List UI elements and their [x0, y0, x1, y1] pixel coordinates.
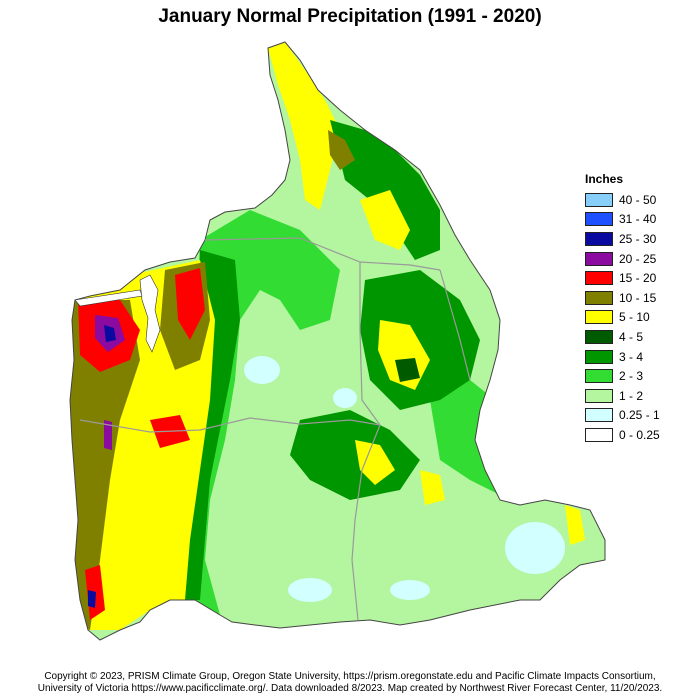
zone-dry-4 — [288, 578, 332, 602]
legend-item: 1 - 2 — [585, 386, 685, 406]
legend-swatch — [585, 271, 613, 286]
map-legend: Inches 40 - 50 31 - 40 25 - 30 20 - 25 15 - … — [585, 172, 685, 445]
legend-label: 2 - 3 — [619, 369, 644, 384]
zone-25-30-olympic — [104, 325, 116, 342]
legend-item: 5 - 10 — [585, 308, 685, 328]
legend-item: 0 - 0.25 — [585, 425, 685, 445]
zone-5-10-ne — [360, 190, 410, 250]
legend-item: 2 - 3 — [585, 366, 685, 386]
legend-item: 31 - 40 — [585, 210, 685, 230]
legend-swatch — [585, 388, 613, 403]
legend-label: 1 - 2 — [619, 388, 644, 403]
zone-5-10-north — [268, 42, 340, 210]
zone-5-10-central — [355, 440, 395, 485]
legend-label: 25 - 30 — [619, 231, 657, 246]
legend-item: 0.25 - 1 — [585, 406, 685, 426]
legend-swatch — [585, 369, 613, 384]
credit-line-2: University of Victoria https://www.pacif… — [37, 683, 663, 694]
zone-20-25-coast — [104, 420, 112, 450]
legend-label: 0 - 0.25 — [619, 427, 660, 442]
legend-item: 20 - 25 — [585, 249, 685, 269]
map-title: January Normal Precipitation (1991 - 202… — [158, 6, 542, 27]
state-boundary-wa-or — [79, 417, 381, 433]
zone-10-15-north — [328, 130, 355, 170]
state-boundary-wa-id — [359, 262, 381, 426]
zone-5-10-se — [565, 505, 585, 545]
zone-dry-1 — [244, 356, 280, 384]
legend-label: 31 - 40 — [619, 212, 657, 227]
zone-5-10-central-2 — [420, 470, 445, 505]
legend-label: 3 - 4 — [619, 349, 644, 364]
legend-label: 10 - 15 — [619, 290, 657, 305]
state-boundary-id-mt — [439, 269, 471, 381]
state-boundary-canada — [204, 237, 441, 271]
legend-swatch — [585, 408, 613, 423]
legend-item: 40 - 50 — [585, 190, 685, 210]
legend-item: 4 - 5 — [585, 327, 685, 347]
zone-3-4-north — [330, 120, 440, 260]
basin-boundary — [69, 41, 606, 641]
zone-dry-5 — [390, 580, 430, 600]
legend-rows: 40 - 50 31 - 40 25 - 30 20 - 25 15 - 20 10 - … — [585, 190, 685, 445]
zone-10-15-west — [70, 300, 140, 630]
zone-4-5-east — [395, 358, 420, 382]
legend-swatch — [585, 427, 613, 442]
legend-swatch — [585, 251, 613, 266]
legend-swatch — [585, 310, 613, 325]
legend-label: 0.25 - 1 — [619, 408, 660, 423]
zone-25-30-coast — [88, 590, 96, 608]
legend-label: 20 - 25 — [619, 251, 657, 266]
credit-line-1: Copyright © 2023, PRISM Climate Group, O… — [44, 671, 656, 682]
zone-dry-3 — [505, 522, 565, 574]
legend-label: 5 - 10 — [619, 310, 650, 325]
legend-swatch — [585, 212, 613, 227]
legend-swatch — [585, 231, 613, 246]
zone-3-4-central — [290, 410, 420, 500]
state-boundary-or-id — [351, 424, 381, 621]
legend-item: 15 - 20 — [585, 268, 685, 288]
legend-item: 3 - 4 — [585, 347, 685, 367]
zone-dry-2 — [333, 388, 357, 408]
legend-item: 25 - 30 — [585, 229, 685, 249]
legend-swatch — [585, 349, 613, 364]
precipitation-zones — [70, 42, 605, 640]
legend-swatch — [585, 290, 613, 305]
map-credit: Copyright © 2023, PRISM Climate Group, O… — [0, 671, 700, 695]
puget-sound — [139, 274, 161, 353]
zone-15-20-cascade — [175, 268, 205, 340]
legend-title: Inches — [585, 172, 624, 186]
legend-item: 10 - 15 — [585, 288, 685, 308]
legend-swatch — [585, 192, 613, 207]
legend-label: 4 - 5 — [619, 329, 644, 344]
legend-label: 40 - 50 — [619, 192, 657, 207]
legend-swatch — [585, 329, 613, 344]
legend-label: 15 - 20 — [619, 271, 657, 286]
strait-of-juan-de-fuca — [74, 289, 143, 307]
